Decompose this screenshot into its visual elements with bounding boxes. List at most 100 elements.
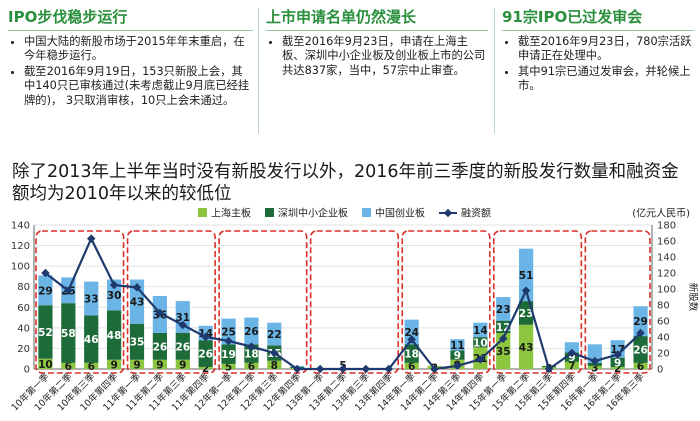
bar-segment [610,366,625,369]
funding-point [476,355,485,364]
bar-segment [450,339,465,351]
data-label: 43 [519,342,534,354]
bar-segment [152,333,167,360]
funding-point [315,364,325,374]
funding-point [41,268,50,278]
data-label: 7 [568,360,575,372]
data-label: 14 [473,325,488,337]
left-tick-label: 100 [11,262,30,273]
data-label: 19 [221,349,236,361]
legend-swatch [362,208,371,217]
funding-point [636,328,645,338]
data-label: 6 [248,361,255,373]
funding-point [498,334,508,343]
bar-segment [175,333,190,360]
funding-point [224,336,233,346]
bar-segment [587,365,602,369]
data-label: 9 [454,350,461,362]
bar-segment [152,359,167,369]
bar-segment [564,361,579,369]
data-label: 29 [633,316,648,328]
right-tick-label: 160 [657,237,676,248]
bar-segment [38,275,53,306]
panel-ipo-approved: 91宗IPO已过发审会 截至2016年9月23日，780宗活跃申请正在处理中。 … [502,4,694,95]
panel-title: 上市申请名单仍然漫长 [266,4,488,31]
data-label: 18 [244,349,259,361]
highlight-box [401,230,491,374]
funding-point [109,280,119,290]
bar-segment [404,362,419,369]
data-label: 6 [65,361,72,373]
data-label: 3 [591,362,598,374]
highlight-box [492,230,583,374]
bar-segment [38,358,53,369]
bar-segment [84,315,99,363]
data-label: 26 [198,349,213,361]
left-tick-label: 60 [17,303,30,314]
data-label: 9 [133,359,140,371]
data-label: 9 [179,359,186,371]
bar-segment [129,323,145,360]
bar-segment [107,279,122,311]
funding-point [361,364,371,374]
bar-segment [496,297,511,321]
data-label: 48 [107,330,122,342]
bar-segment [221,344,236,364]
right-tick-label: 120 [657,269,676,280]
data-label: 26 [153,341,168,353]
data-label: 9 [568,352,575,364]
bar-segment [61,362,76,369]
data-label: 2 [202,363,209,375]
legend-label: 中国创业板 [375,207,425,220]
data-label: 6 [637,361,644,373]
funding-point [544,364,554,374]
bar-segment [587,344,602,363]
bar-segment [244,362,259,369]
bar-segment [633,362,648,369]
legend-swatch [265,208,274,217]
panel-title: 91宗IPO已过发审会 [502,4,694,31]
right-tick-label: 40 [657,333,670,344]
panel-ipo-progress: IPO步伐稳步运行 中国大陆的新股市场于2015年年末重启，在今年稳步运行。 截… [8,4,253,109]
funding-point [430,364,439,374]
data-label: 24 [404,327,419,339]
bar-segment [267,360,282,369]
funding-point [567,348,577,358]
divider [494,8,495,134]
bar-segment [221,363,236,369]
data-label: 46 [84,334,99,346]
panel-listing-applications: 上市申请名单仍然漫长 截至2016年9月23日，申请在上海主板、深圳中小企业板及… [266,4,488,79]
data-label: 18 [404,349,419,361]
bullet-item: 截至2016年9月23日，780宗活跃申请正在处理中。 [518,35,694,64]
data-label: 26 [633,344,648,356]
data-label: 23 [496,304,511,316]
data-label: 6 [88,361,95,373]
data-label: 6 [408,361,415,373]
bar-segment [198,366,213,369]
bullet-list: 截至2016年9月23日，申请在上海主板、深圳中小企业板及创业板上市的公司共达8… [266,35,488,78]
right-tick-label: 20 [657,349,670,360]
data-label: 58 [61,328,76,340]
data-label: 22 [267,329,282,341]
panel-title: IPO步伐稳步运行 [8,4,253,31]
bar-segment [519,301,534,325]
right-tick-label: 180 [657,221,676,232]
funding-point [407,335,416,344]
highlight-box [218,230,308,374]
bar-segment [633,336,648,363]
left-tick-label: 40 [17,323,30,334]
bar-segment [61,303,76,363]
headline: 除了2013年上半年当时没有新股发行以外，2016年前三季度的新股发行数量和融资… [12,162,679,204]
highlight-box [309,230,400,374]
data-label: 26 [175,341,190,353]
bar-segment [107,359,122,369]
left-tick-label: 80 [17,282,30,293]
data-label: 9 [110,359,117,371]
right-tick-label: 140 [657,253,676,264]
bar-segment [38,305,53,359]
funding-point [178,320,188,330]
funding-point [338,364,348,374]
data-label: 25 [221,326,236,338]
highlight-box [584,230,651,374]
data-label: 30 [107,290,122,302]
